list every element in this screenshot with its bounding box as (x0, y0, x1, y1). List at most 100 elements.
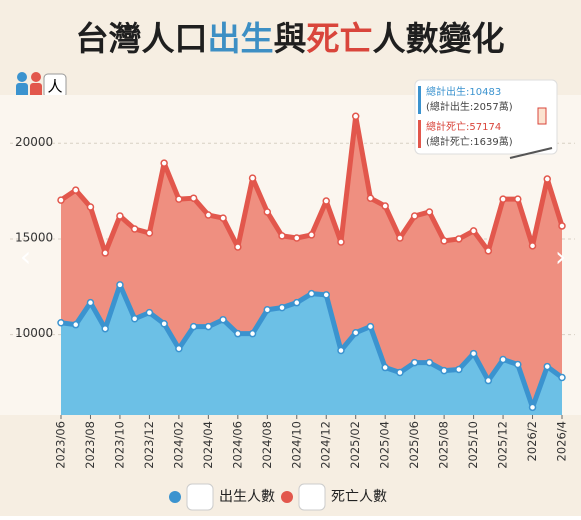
point (293, 298, 301, 307)
point (160, 319, 168, 328)
point (528, 403, 537, 412)
x-tick-label: 2024/06 (230, 421, 244, 469)
x-tick-label: 2024/02 (171, 421, 185, 469)
legend-icon (298, 483, 326, 511)
point (337, 346, 345, 355)
y-tick-label: 20000 (15, 135, 53, 149)
x-tick-label: 2025/02 (348, 421, 362, 469)
nav-next[interactable]: › (555, 240, 566, 273)
point (558, 222, 566, 230)
point (499, 355, 507, 364)
point (322, 197, 330, 205)
x-tick-label: 2024/04 (201, 421, 215, 469)
point (543, 362, 552, 371)
point (307, 231, 316, 239)
point (381, 202, 389, 210)
point (469, 227, 478, 235)
title-part: 與 (274, 19, 307, 58)
point (351, 328, 360, 337)
point (57, 319, 65, 327)
point (543, 175, 552, 183)
point (204, 322, 213, 331)
point (204, 211, 213, 219)
x-tick-label: 2024/10 (289, 421, 303, 469)
legend-swatch (281, 491, 293, 503)
point (248, 174, 257, 182)
point (440, 237, 448, 245)
point (101, 249, 109, 257)
title-part: 台灣人口 (76, 19, 208, 58)
point (278, 303, 286, 312)
point (189, 194, 198, 202)
point (234, 329, 242, 338)
tooltip-text: 總計死亡:57174 (426, 120, 501, 133)
unit-label: 人 (47, 78, 62, 96)
point (160, 159, 168, 167)
legend-icon (186, 483, 214, 511)
point (322, 291, 330, 299)
x-tick-label: 2023/08 (83, 421, 97, 469)
legend-swatch (169, 491, 181, 503)
point (116, 281, 124, 289)
point (248, 329, 257, 338)
point (86, 298, 95, 307)
point (499, 195, 507, 203)
y-tick-label: 10000 (15, 326, 53, 340)
point (440, 366, 448, 375)
point (175, 195, 183, 203)
point (514, 195, 522, 203)
point (396, 234, 404, 242)
point (469, 349, 478, 358)
point (381, 363, 389, 372)
point (263, 208, 272, 216)
point (57, 196, 65, 204)
point (101, 324, 109, 333)
x-tick-label: 2023/06 (54, 421, 68, 469)
x-tick-label: 2023/10 (112, 421, 126, 469)
point (145, 308, 154, 317)
point (514, 360, 522, 369)
title-part: 死亡 (307, 19, 373, 58)
title-part: 人數變化 (373, 19, 505, 58)
point (410, 212, 419, 220)
point (307, 289, 316, 298)
point (293, 234, 301, 242)
point (116, 212, 124, 220)
legend-label: 出生人數 (219, 489, 275, 505)
area (61, 284, 562, 415)
point (425, 358, 434, 367)
x-tick-label: 2025/06 (407, 421, 421, 469)
x-tick-label: 2024/08 (260, 421, 274, 469)
tooltip-text: (總計死亡:1639萬) (426, 135, 513, 148)
x-tick-label: 2026/4 (555, 421, 569, 461)
x-tick-label: 2024/12 (319, 421, 333, 469)
chart-title: 台灣人口出生與死亡人數變化 (76, 19, 505, 58)
point (396, 368, 404, 377)
point (145, 229, 154, 237)
point (455, 235, 463, 243)
title-part: 出生 (208, 19, 274, 58)
x-tick-label: 2025/10 (466, 421, 480, 469)
point (484, 376, 493, 385)
point (71, 186, 80, 194)
point (337, 238, 345, 246)
point (130, 225, 139, 233)
point (219, 214, 227, 222)
point (558, 373, 566, 382)
legend-label: 死亡人數 (331, 489, 387, 505)
tooltip: 總計出生:10483 (總計出生:2057萬) 總計死亡:57174 (總計死亡… (414, 79, 558, 159)
point (484, 247, 493, 255)
x-tick-label: 2025/12 (496, 421, 510, 469)
point (263, 306, 272, 314)
y-tick-label: 15000 (15, 230, 53, 244)
point (455, 365, 463, 374)
point (86, 203, 95, 211)
x-tick-label: 2026/2 (525, 421, 539, 461)
point (234, 243, 242, 251)
nav-prev[interactable]: ‹ (20, 240, 31, 273)
point (351, 112, 360, 121)
point (425, 208, 434, 216)
point (189, 322, 198, 331)
